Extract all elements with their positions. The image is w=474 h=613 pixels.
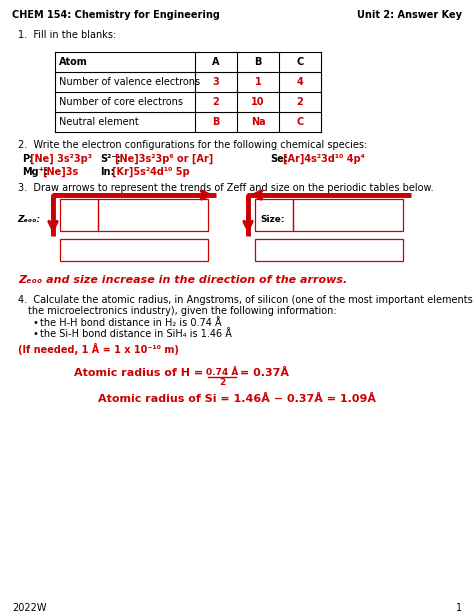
Text: 2.  Write the electron configurations for the following chemical species:: 2. Write the electron configurations for…	[18, 140, 367, 150]
Text: 3.  Draw arrows to represent the trends of Zeff and size on the periodic tables : 3. Draw arrows to represent the trends o…	[18, 183, 434, 193]
Text: [Ar]4s²3d¹⁰ 4p⁴: [Ar]4s²3d¹⁰ 4p⁴	[283, 154, 365, 164]
Text: Size:: Size:	[260, 215, 284, 224]
Text: A: A	[212, 57, 220, 67]
Text: [Kr]5s²4d¹⁰ 5p: [Kr]5s²4d¹⁰ 5p	[112, 167, 190, 177]
Bar	[98, 199, 208, 231]
Text: Atom: Atom	[59, 57, 88, 67]
Text: [Ne]3s: [Ne]3s	[42, 167, 78, 177]
Text: 4.  Calculate the atomic radius, in Angstroms, of silicon (one of the most impor: 4. Calculate the atomic radius, in Angst…	[18, 295, 474, 305]
Text: 1: 1	[456, 603, 462, 613]
Text: •: •	[32, 318, 38, 328]
Text: 1.  Fill in the blanks:: 1. Fill in the blanks:	[18, 30, 116, 40]
Text: P:: P:	[22, 154, 33, 164]
Text: [Ne]3s²3p⁶ or [Ar]: [Ne]3s²3p⁶ or [Ar]	[115, 154, 213, 164]
Text: B: B	[255, 57, 262, 67]
Text: 2: 2	[219, 378, 225, 387]
Text: 0.74 Å: 0.74 Å	[206, 368, 238, 377]
Text: 1: 1	[255, 77, 261, 87]
Text: Neutral element: Neutral element	[59, 117, 139, 127]
Text: (If needed, 1 Å = 1 x 10⁻¹⁰ m): (If needed, 1 Å = 1 x 10⁻¹⁰ m)	[18, 343, 179, 355]
Text: the H-H bond distance in H₂ is 0.74 Å: the H-H bond distance in H₂ is 0.74 Å	[40, 318, 222, 328]
Text: 2022W: 2022W	[12, 603, 46, 613]
Text: Se:: Se:	[270, 154, 288, 164]
Text: Zₑₒₒ and size increase in the direction of the arrows.: Zₑₒₒ and size increase in the direction …	[18, 275, 347, 285]
Text: [Ne] 3s²3p³: [Ne] 3s²3p³	[30, 154, 92, 164]
Text: 2: 2	[213, 97, 219, 107]
Bar	[60, 239, 208, 261]
Bar	[60, 199, 98, 231]
Text: the Si-H bond distance in SiH₄ is 1.46 Å: the Si-H bond distance in SiH₄ is 1.46 Å	[40, 329, 232, 339]
Bar	[255, 239, 403, 261]
Text: 4: 4	[297, 77, 303, 87]
Text: In:: In:	[100, 167, 115, 177]
Text: 10: 10	[251, 97, 265, 107]
Text: Number of core electrons: Number of core electrons	[59, 97, 183, 107]
Text: Atomic radius of Si = 1.46Å − 0.37Å = 1.09Å: Atomic radius of Si = 1.46Å − 0.37Å = 1.…	[98, 394, 376, 404]
Text: S²⁻:: S²⁻:	[100, 154, 120, 164]
Text: •: •	[32, 329, 38, 339]
Text: 2: 2	[297, 97, 303, 107]
Text: the microelectronics industry), given the following information:: the microelectronics industry), given th…	[28, 306, 337, 316]
Text: Number of valence electrons: Number of valence electrons	[59, 77, 200, 87]
Text: = 0.37Å: = 0.37Å	[240, 368, 289, 378]
Text: C: C	[296, 117, 304, 127]
Text: Na: Na	[251, 117, 265, 127]
Text: B: B	[212, 117, 219, 127]
Text: Unit 2: Answer Key: Unit 2: Answer Key	[357, 10, 462, 20]
Text: CHEM 154: Chemistry for Engineering: CHEM 154: Chemistry for Engineering	[12, 10, 220, 20]
Text: Zₑₒₒ:: Zₑₒₒ:	[17, 215, 40, 224]
Text: Mg⁺:: Mg⁺:	[22, 167, 48, 177]
Text: 3: 3	[213, 77, 219, 87]
Text: Atomic radius of H =: Atomic radius of H =	[74, 368, 207, 378]
Text: C: C	[296, 57, 304, 67]
Bar	[293, 199, 403, 231]
Bar	[255, 199, 293, 231]
